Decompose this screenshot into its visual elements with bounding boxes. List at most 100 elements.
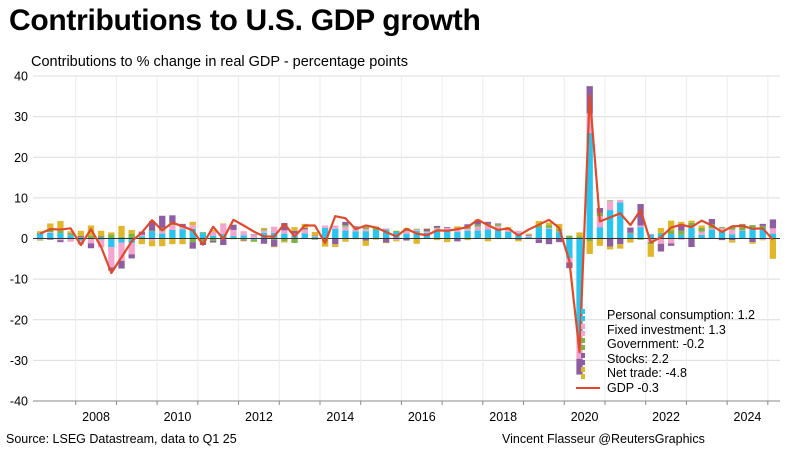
bar-segment-stocks bbox=[118, 260, 125, 269]
bar-segment-gov bbox=[36, 239, 44, 241]
bar-segment-pce bbox=[474, 230, 481, 239]
x-tick-label: 2008 bbox=[82, 410, 110, 424]
bar-segment-stocks bbox=[260, 238, 268, 244]
bar-segment-nx bbox=[647, 244, 654, 257]
bar-segment-fi bbox=[291, 233, 298, 236]
bar-segment-fi bbox=[739, 230, 746, 231]
bar-segment-stocks bbox=[606, 238, 614, 247]
bar-segment-nx bbox=[138, 238, 146, 245]
bar-segment-pce bbox=[759, 227, 766, 239]
bar-segment-gov bbox=[260, 229, 268, 231]
bar-segment-nx bbox=[657, 227, 665, 233]
bar-segment-pce bbox=[362, 231, 369, 239]
bar-segment-nx bbox=[535, 221, 542, 226]
bar-segment-stocks bbox=[271, 239, 278, 247]
bar-segment-stocks bbox=[362, 238, 369, 241]
bar-segment-fi bbox=[586, 113, 593, 133]
bar-segment-gov bbox=[240, 238, 247, 240]
bar-segment-pce bbox=[36, 233, 44, 239]
bar-segment-fi bbox=[362, 229, 369, 232]
bar-segment-fi bbox=[311, 236, 319, 237]
bar-segment-stocks bbox=[494, 223, 502, 225]
bar-segment-stocks bbox=[556, 238, 563, 243]
bar-segment-stocks bbox=[108, 267, 115, 271]
bar-segment-nx bbox=[220, 223, 227, 225]
bar-segment-fi bbox=[138, 234, 146, 237]
bar-segment-fi bbox=[678, 238, 685, 240]
bar-segment-gov bbox=[47, 228, 54, 232]
bar-segment-gov bbox=[393, 230, 400, 232]
bar-segment-pce bbox=[678, 234, 685, 239]
bar-segment-nx bbox=[556, 223, 563, 230]
legend-label-gdp: GDP -0.3 bbox=[607, 380, 659, 395]
bar-segment-stocks bbox=[342, 221, 349, 226]
bar-segment-pce bbox=[647, 234, 654, 239]
bar-segment-nx bbox=[413, 238, 420, 244]
bar-segment-pce bbox=[525, 236, 532, 239]
y-tick-label: 20 bbox=[14, 151, 28, 165]
bar-segment-pce bbox=[617, 202, 624, 239]
bar-segment-fi bbox=[128, 242, 135, 255]
bar-segment-fi bbox=[698, 231, 705, 235]
bar-segment-pce bbox=[586, 132, 593, 239]
bar-segment-stocks bbox=[729, 238, 736, 241]
bar-segment-stocks bbox=[240, 239, 247, 241]
bar-segment-stocks bbox=[159, 215, 166, 228]
bar-segment-pce bbox=[372, 229, 380, 239]
bar-segment-gov bbox=[301, 229, 308, 230]
bar-segment-pce bbox=[627, 233, 634, 239]
bar-segment-fi bbox=[342, 226, 349, 231]
bar-segment-stocks bbox=[759, 223, 766, 226]
bar-segment-nx bbox=[271, 246, 278, 248]
bar-segment-pce bbox=[403, 233, 410, 239]
bar-segment-pce bbox=[433, 231, 441, 239]
bar-segment-stocks bbox=[128, 254, 135, 259]
bar-segment-fi bbox=[637, 225, 644, 228]
legend-swatch-pce bbox=[578, 309, 588, 321]
bar-segment-pce bbox=[718, 230, 726, 239]
bar-segment-stocks bbox=[250, 234, 257, 236]
bar-segment-stocks bbox=[98, 236, 105, 237]
bar-segment-fi bbox=[98, 239, 105, 248]
bar-segment-fi bbox=[108, 247, 115, 268]
bar-segment-gov bbox=[545, 225, 553, 228]
bar-segment-pce bbox=[199, 232, 207, 239]
bar-segment-stocks bbox=[525, 234, 532, 236]
bar-segment-pce bbox=[57, 233, 64, 239]
bar-segment-stocks bbox=[57, 240, 64, 243]
bar-segment-gov bbox=[698, 227, 705, 232]
bar-segment-pce bbox=[47, 232, 54, 239]
bar-segment-gov bbox=[98, 236, 105, 239]
legend-label-government: Government: -0.2 bbox=[607, 337, 705, 351]
bar-segment-stocks bbox=[576, 358, 583, 375]
bar-segment-gov bbox=[606, 200, 614, 202]
bar-segment-gov bbox=[739, 227, 746, 231]
bar-segment-nx bbox=[118, 225, 125, 237]
bar-segment-nx bbox=[678, 221, 685, 225]
bar-segment-stocks bbox=[281, 223, 288, 231]
credit-note: Vincent Flasseur @ReutersGraphics bbox=[502, 432, 705, 446]
bar-segment-fi bbox=[148, 238, 156, 241]
y-tick-label: -20 bbox=[10, 313, 28, 327]
bar-segment-fi bbox=[321, 225, 329, 228]
bar-segment-stocks bbox=[769, 219, 777, 229]
bar-segment-stocks bbox=[220, 239, 227, 245]
bar-segment-fi bbox=[556, 231, 563, 233]
bar-segment-nx bbox=[688, 220, 695, 223]
bar-segment-nx bbox=[199, 232, 207, 233]
bar-segment-fi bbox=[260, 230, 268, 233]
bar-segment-fi bbox=[36, 238, 44, 240]
bar-segment-pce bbox=[281, 233, 288, 239]
bar-segment-nx bbox=[586, 241, 593, 254]
bar-segment-nx bbox=[291, 227, 298, 231]
y-tick-label: 10 bbox=[14, 191, 28, 205]
legend-label-net-trade: Net trade: -4.8 bbox=[607, 366, 687, 380]
bar-segment-fi bbox=[423, 231, 431, 233]
bar-segment-pce bbox=[209, 235, 217, 239]
bar-segment-pce bbox=[311, 236, 319, 239]
bar-segment-fi bbox=[281, 230, 288, 234]
bar-segment-fi bbox=[729, 229, 736, 235]
bar-segment-gov bbox=[535, 225, 542, 228]
bar-segment-nx bbox=[159, 238, 166, 247]
bar-segment-fi bbox=[332, 225, 339, 229]
